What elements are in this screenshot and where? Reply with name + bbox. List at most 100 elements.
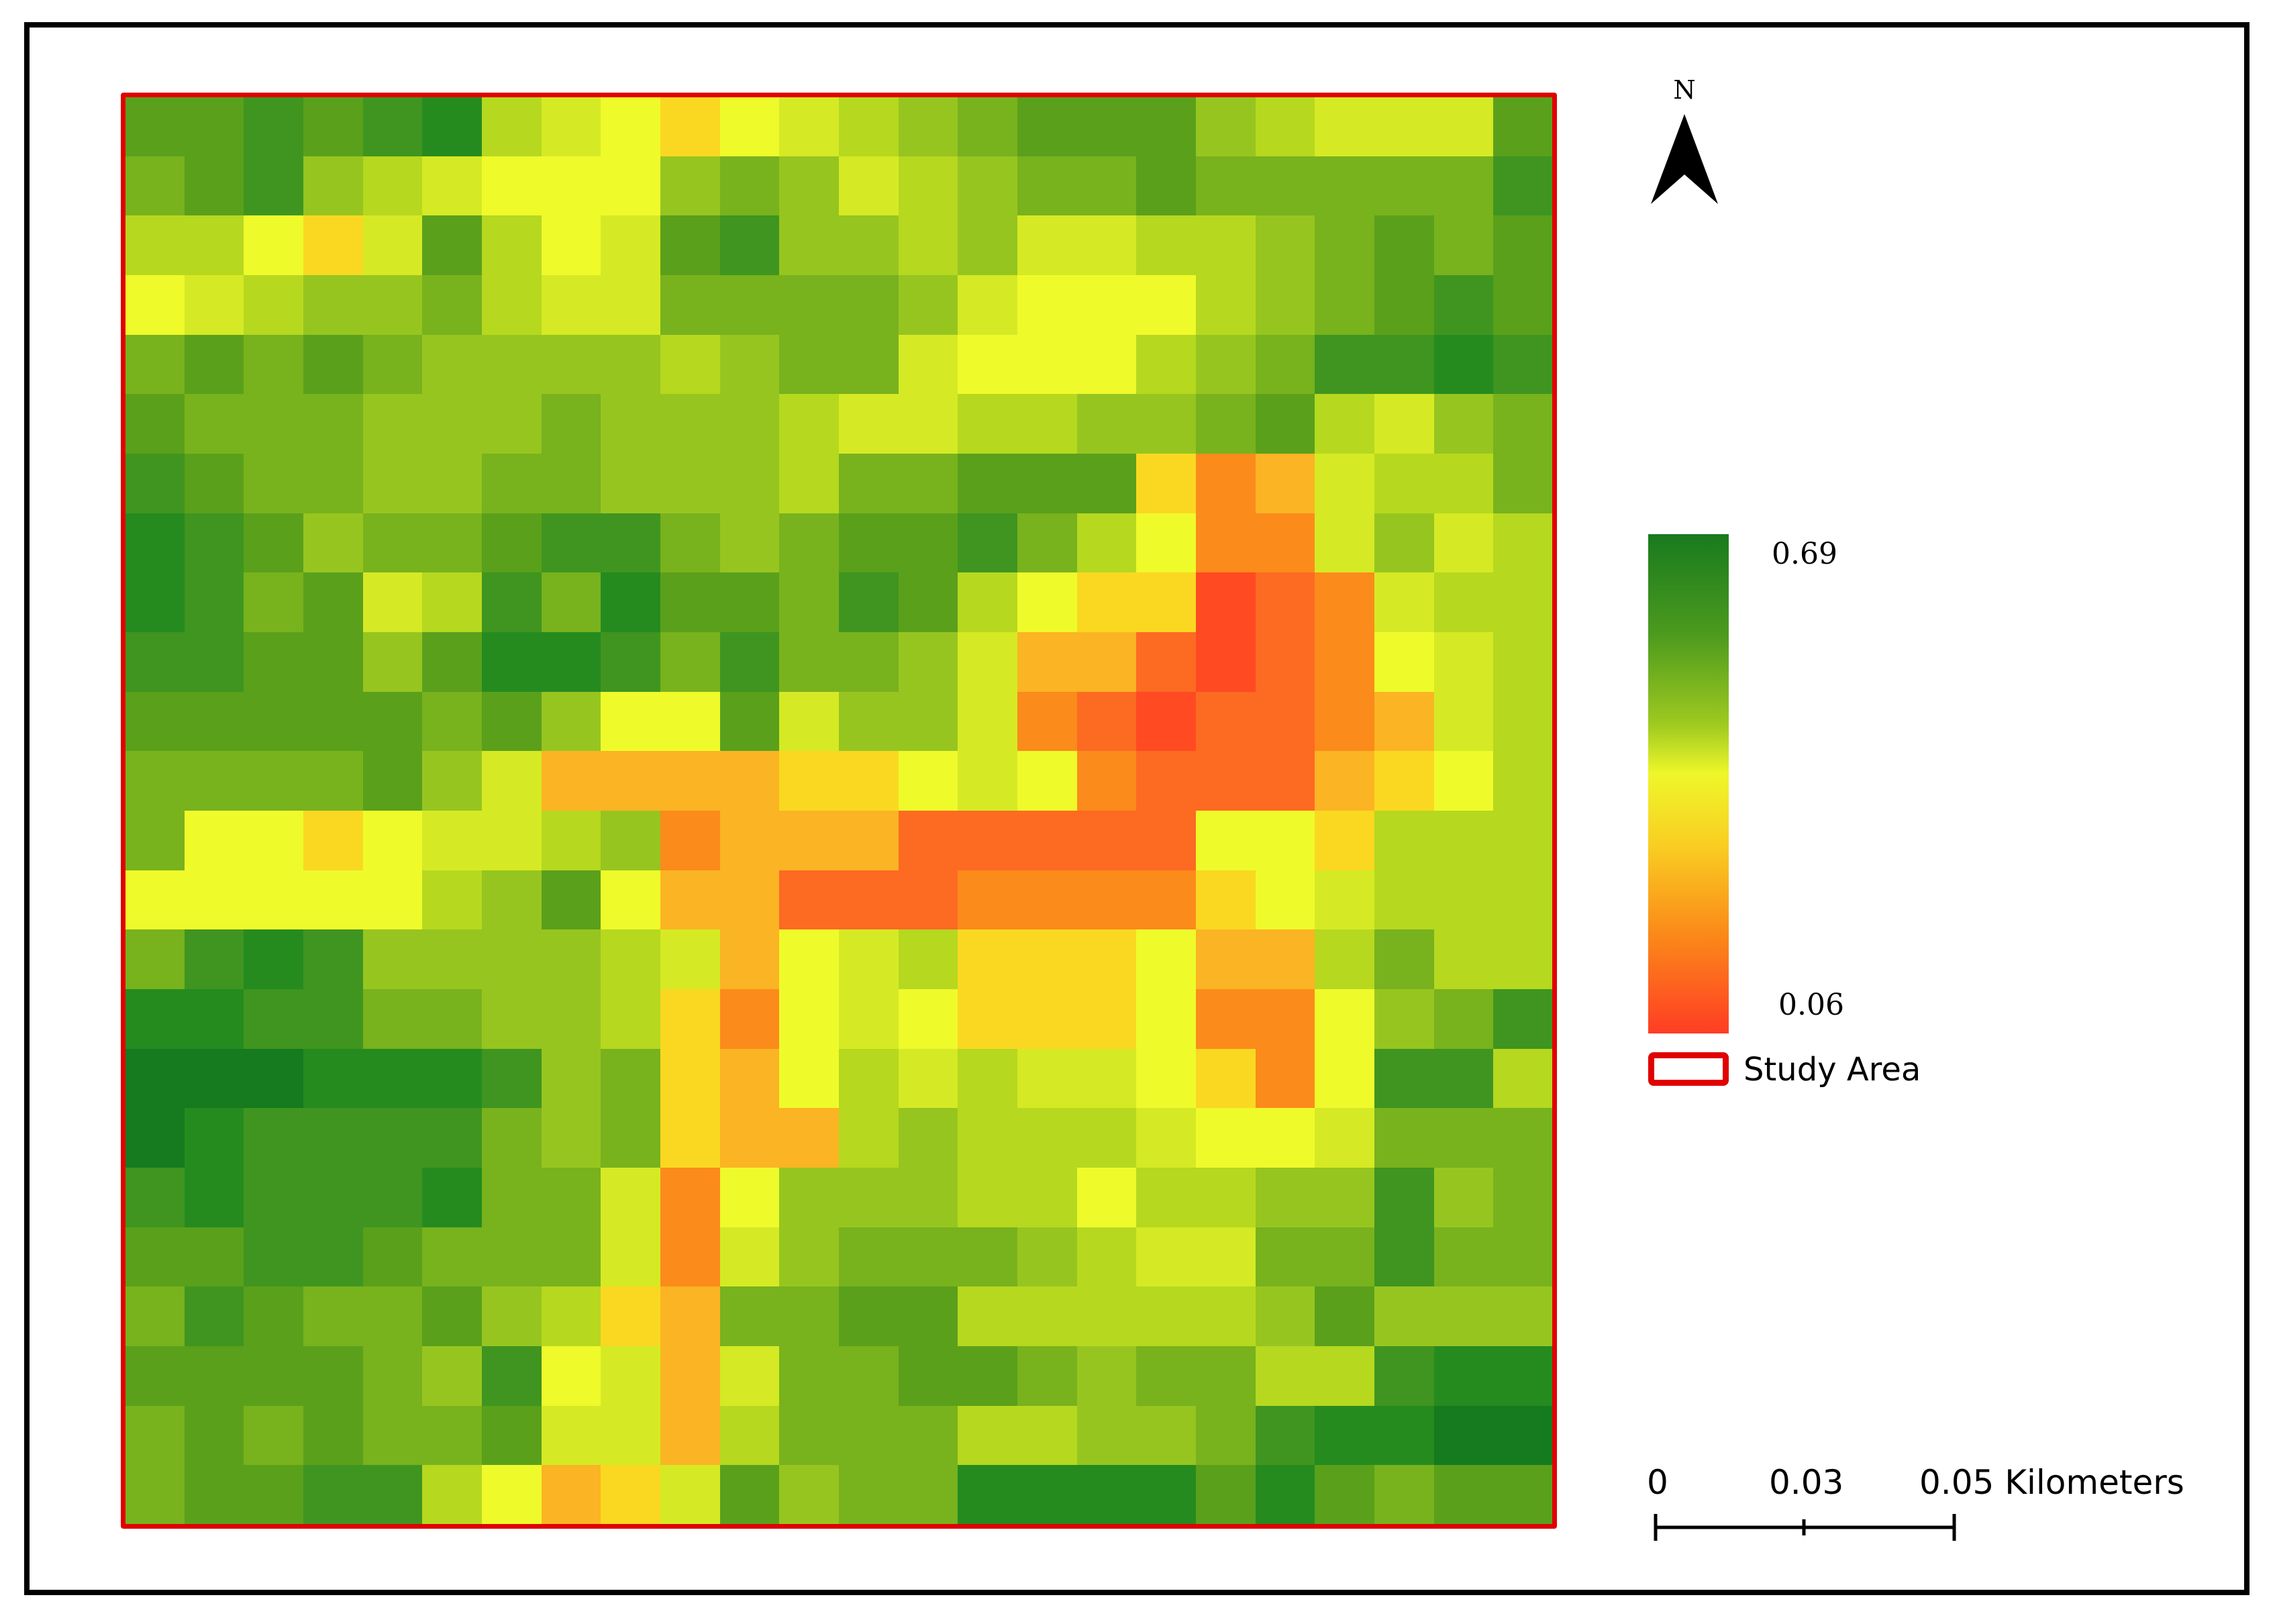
raster-cell [1493,156,1553,216]
raster-cell [719,1108,780,1168]
raster-cell [1136,453,1196,513]
raster-cell [1136,394,1196,454]
raster-cell [362,631,423,692]
raster-cell [1195,1048,1256,1109]
raster-cell [422,1108,482,1168]
raster-cell [1255,156,1315,216]
raster-cell [1017,1465,1077,1525]
raster-cell [362,156,423,216]
raster-cell [779,810,839,870]
raster-cell [303,334,363,395]
raster-cell [898,334,958,395]
raster-cell [660,394,720,454]
raster-cell [719,1167,780,1227]
raster-cell [303,156,363,216]
raster-cell [422,1048,482,1109]
raster-cell [601,453,660,513]
raster-cell [898,929,958,989]
raster-cell [125,394,185,454]
raster-cell [1195,156,1256,216]
raster-cell [958,1108,1017,1168]
raster-cell [362,513,423,573]
raster-cell [601,1167,660,1227]
raster-cell [125,572,185,632]
raster-cell [719,870,780,930]
scale-label-0: 0 [1647,1463,1668,1502]
raster-cell [601,513,660,573]
raster-cell [1136,751,1196,811]
raster-cell [481,1108,542,1168]
raster-cell [719,572,780,632]
raster-cell [1076,1227,1137,1287]
raster-cell [1136,691,1196,752]
raster-cell [779,513,839,573]
raster-cell [1315,572,1374,632]
raster-cell [958,691,1017,752]
raster-cell [601,929,660,989]
raster-cell [1433,1465,1494,1525]
raster-cell [1195,572,1256,632]
raster-cell [1255,870,1315,930]
raster-cell [422,631,482,692]
raster-cell [1017,1286,1077,1346]
raster-cell [481,1405,542,1466]
raster-cell [1315,1167,1374,1227]
raster-cell [1433,334,1494,395]
raster-cell [1017,334,1077,395]
raster-cell [1493,453,1553,513]
raster-cell [481,274,542,335]
raster-cell [303,1048,363,1109]
raster-cell [541,453,601,513]
raster-cell [1374,1346,1434,1406]
raster-cell [838,929,899,989]
raster-cell [1315,215,1374,275]
raster-cell [601,1108,660,1168]
raster-cell [1076,97,1137,156]
raster-cell [898,394,958,454]
raster-cell [422,513,482,573]
raster-cell [1315,513,1374,573]
raster-cell [303,1286,363,1346]
raster-cell [1315,334,1374,395]
raster-cell [125,1167,185,1227]
raster-cell [838,988,899,1049]
raster-cell [779,751,839,811]
raster-cell [1433,870,1494,930]
raster-cell [1136,631,1196,692]
raster-cell [1493,1465,1553,1525]
raster-cell [1017,988,1077,1049]
raster-cell [481,453,542,513]
raster-cell [1315,394,1374,454]
raster-cell [1136,1227,1196,1287]
raster-cell [1136,572,1196,632]
raster-cell [1493,97,1553,156]
raster-cell [1433,1227,1494,1287]
raster-cell [779,1108,839,1168]
raster-cell [1136,1108,1196,1168]
raster-cell [1374,513,1434,573]
raster-cell [601,1286,660,1346]
raster-cell [362,1465,423,1525]
raster-cell [1076,1465,1137,1525]
raster-cell [125,1048,185,1109]
raster-cell [1493,513,1553,573]
raster-cell [1136,810,1196,870]
raster-cell [1433,691,1494,752]
raster-cell [303,513,363,573]
raster-cell [838,751,899,811]
raster-cell [1195,215,1256,275]
raster-cell [1433,988,1494,1049]
raster-cell [244,394,303,454]
raster-cell [1315,691,1374,752]
raster-cell [1493,1167,1553,1227]
raster-cell [184,274,244,335]
raster-cell [1255,929,1315,989]
raster-cell [958,215,1017,275]
raster-cell [1315,751,1374,811]
raster-cell [1374,97,1434,156]
raster-cell [601,274,660,335]
raster-cell [1374,274,1434,335]
raster-cell [1433,1346,1494,1406]
raster-cell [362,810,423,870]
raster-cell [719,156,780,216]
